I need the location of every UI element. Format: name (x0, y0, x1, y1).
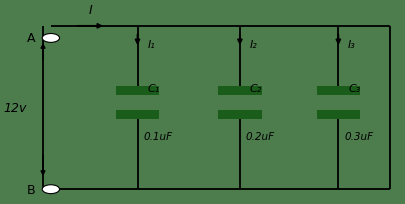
Text: B: B (26, 183, 35, 196)
Text: C₂: C₂ (249, 84, 261, 94)
Text: 0.1uF: 0.1uF (143, 131, 172, 141)
Text: I₂: I₂ (249, 40, 257, 50)
Text: 0.2uF: 0.2uF (245, 131, 274, 141)
Text: A: A (27, 32, 35, 45)
Bar (316, 111, 359, 119)
Bar (218, 87, 261, 95)
Circle shape (42, 34, 60, 43)
Text: C₃: C₃ (347, 84, 360, 94)
Circle shape (42, 185, 60, 194)
Bar (218, 111, 261, 119)
Text: I₁: I₁ (147, 40, 155, 50)
Text: I₃: I₃ (347, 40, 355, 50)
Text: C₁: C₁ (147, 84, 159, 94)
Bar (115, 87, 159, 95)
Bar (316, 87, 359, 95)
Text: 0.3uF: 0.3uF (343, 131, 373, 141)
Bar (115, 111, 159, 119)
Text: I: I (88, 4, 92, 17)
Text: 12v: 12v (4, 102, 27, 114)
